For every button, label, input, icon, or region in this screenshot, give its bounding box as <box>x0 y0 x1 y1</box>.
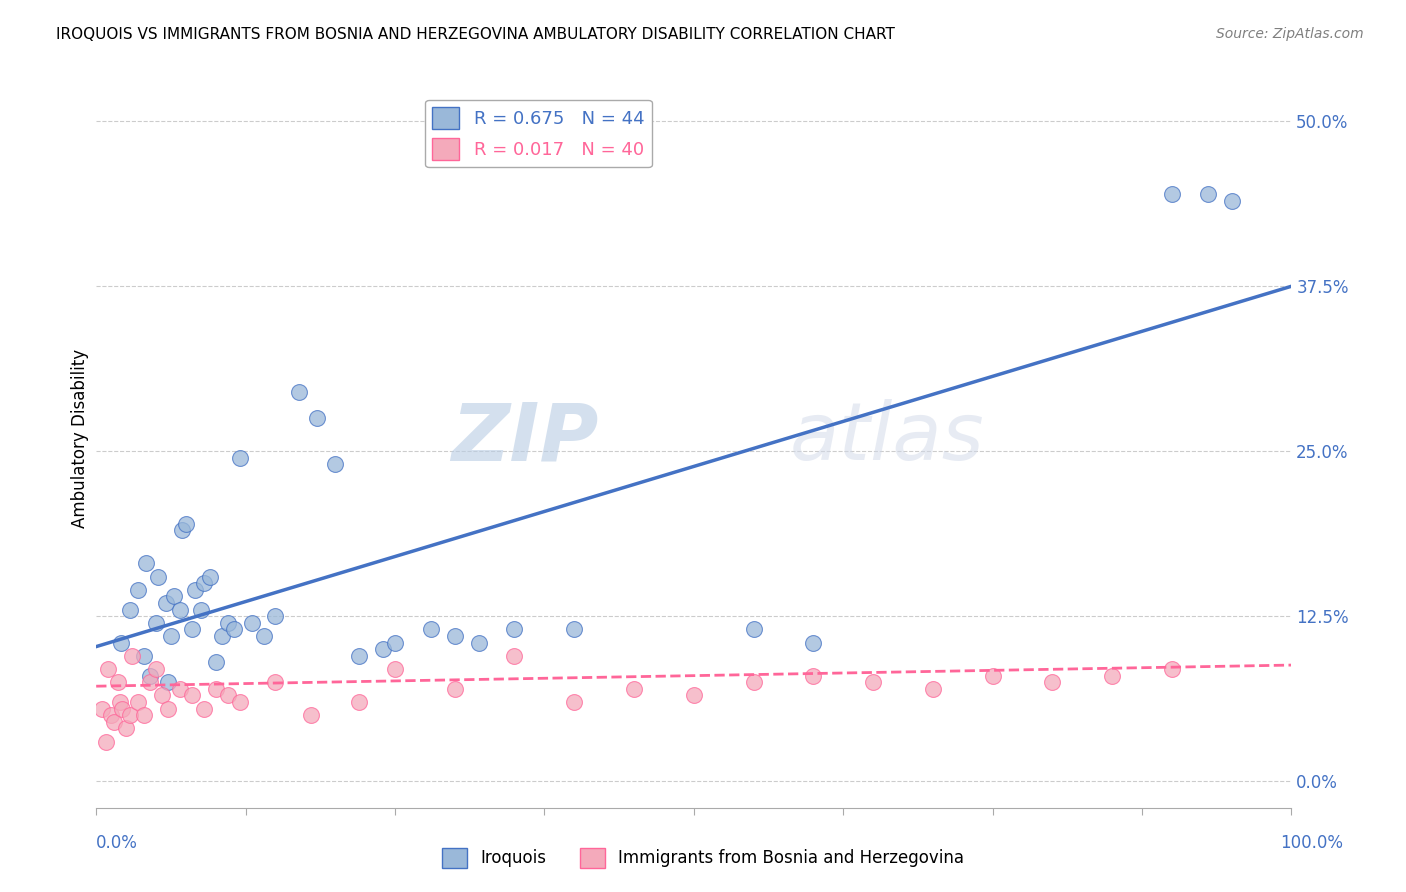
Point <box>127 582 149 597</box>
Point <box>443 681 465 696</box>
Point <box>1101 668 1123 682</box>
Point <box>160 629 183 643</box>
Point <box>118 708 141 723</box>
Point <box>742 623 765 637</box>
Point <box>148 569 170 583</box>
Point <box>801 668 824 682</box>
Point <box>1160 186 1182 201</box>
Point <box>204 681 226 696</box>
Point <box>132 648 155 663</box>
Point <box>371 642 394 657</box>
Point <box>862 675 884 690</box>
Point <box>981 668 1004 682</box>
Point <box>384 635 406 649</box>
Point <box>323 458 346 472</box>
Point <box>132 708 155 723</box>
Text: atlas: atlas <box>789 399 984 477</box>
Point <box>127 695 149 709</box>
Point <box>97 662 120 676</box>
Point <box>121 648 143 663</box>
Point <box>155 596 177 610</box>
Point <box>307 411 329 425</box>
Point <box>742 675 765 690</box>
Point <box>139 675 162 690</box>
Y-axis label: Ambulatory Disability: Ambulatory Disability <box>72 349 89 528</box>
Point <box>288 384 311 399</box>
Point <box>562 623 585 637</box>
Point <box>193 701 215 715</box>
Point <box>108 695 131 709</box>
Point <box>467 635 489 649</box>
Point <box>204 656 226 670</box>
Point <box>174 516 197 531</box>
Point <box>100 708 122 723</box>
Point <box>921 681 943 696</box>
Point <box>163 590 186 604</box>
Point <box>145 662 167 676</box>
Point <box>169 602 191 616</box>
Point <box>228 450 250 465</box>
Point <box>1040 675 1063 690</box>
Text: Source: ZipAtlas.com: Source: ZipAtlas.com <box>1216 27 1364 41</box>
Point <box>180 623 202 637</box>
Text: 100.0%: 100.0% <box>1279 834 1343 852</box>
Point <box>172 524 194 538</box>
Point <box>1197 186 1219 201</box>
Point <box>193 576 215 591</box>
Point <box>801 635 824 649</box>
Point <box>503 623 526 637</box>
Point <box>156 675 179 690</box>
Point <box>169 681 191 696</box>
Point <box>180 689 202 703</box>
Point <box>264 609 287 624</box>
Point <box>184 582 207 597</box>
Point <box>222 623 245 637</box>
Point <box>682 689 704 703</box>
Point <box>562 695 585 709</box>
Point <box>190 602 212 616</box>
Text: 0.0%: 0.0% <box>96 834 138 852</box>
Point <box>503 648 526 663</box>
Point <box>347 648 370 663</box>
Point <box>91 701 114 715</box>
Point <box>103 714 125 729</box>
Point <box>264 675 287 690</box>
Point <box>110 635 132 649</box>
Legend: R = 0.675   N = 44, R = 0.017   N = 40: R = 0.675 N = 44, R = 0.017 N = 40 <box>425 100 652 167</box>
Point <box>139 668 162 682</box>
Point <box>156 701 179 715</box>
Point <box>118 602 141 616</box>
Point <box>94 734 117 748</box>
Point <box>1160 662 1182 676</box>
Point <box>135 557 157 571</box>
Point <box>217 689 239 703</box>
Point <box>211 629 233 643</box>
Point <box>145 615 167 630</box>
Point <box>240 615 263 630</box>
Point <box>115 722 138 736</box>
Point <box>623 681 645 696</box>
Point <box>111 701 134 715</box>
Point <box>419 623 441 637</box>
Point <box>347 695 370 709</box>
Point <box>1220 194 1243 208</box>
Text: IROQUOIS VS IMMIGRANTS FROM BOSNIA AND HERZEGOVINA AMBULATORY DISABILITY CORRELA: IROQUOIS VS IMMIGRANTS FROM BOSNIA AND H… <box>56 27 896 42</box>
Point <box>198 569 221 583</box>
Point <box>150 689 173 703</box>
Point <box>107 675 129 690</box>
Point <box>228 695 250 709</box>
Legend: Iroquois, Immigrants from Bosnia and Herzegovina: Iroquois, Immigrants from Bosnia and Her… <box>436 841 970 875</box>
Point <box>252 629 274 643</box>
Point <box>443 629 465 643</box>
Point <box>384 662 406 676</box>
Point <box>299 708 322 723</box>
Text: ZIP: ZIP <box>451 399 598 477</box>
Point <box>217 615 239 630</box>
